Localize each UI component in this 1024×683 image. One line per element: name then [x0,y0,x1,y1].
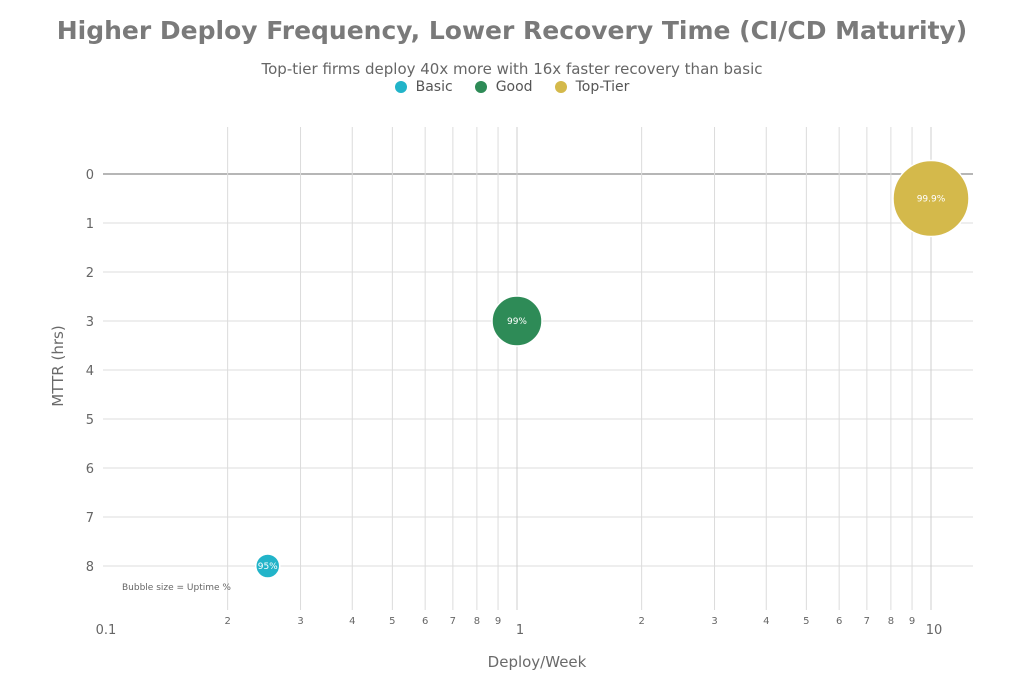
x-minor-tick-label: 6 [836,616,842,627]
bubble-size-note: Bubble size = Uptime % [122,583,231,593]
legend-label-top-tier: Top-Tier [575,79,630,95]
y-tick-label: 7 [86,511,94,526]
y-tick-label: 5 [86,413,94,428]
legend-label-good: Good [495,79,533,95]
y-tick-label: 0 [86,168,94,183]
y-tick-label: 2 [86,266,94,281]
bubble-label: 95% [258,562,278,572]
legend-item-good[interactable]: Good [474,79,533,95]
y-tick-label: 6 [86,462,94,477]
x-minor-tick-label: 3 [711,616,717,627]
bubble-good [491,295,543,347]
axis-ticks: 0 1 2 3 4 5 6 7 8 2 3 4 5 6 7 8 9 2 3 4 5 6 7 8 9 0.1 1 10 [86,168,943,638]
bubbles: 95% 99% 99.9% [254,159,970,579]
legend-item-top-tier[interactable]: Top-Tier [554,79,630,95]
bubble-label: 99% [507,317,527,327]
x-minor-tick-label: 4 [763,616,769,627]
x-minor-tick-label: 7 [864,616,870,627]
legend-swatch-basic [394,81,407,93]
x-major-tick-label: 1 [516,623,524,638]
legend: Basic Good Top-Tier [0,79,1024,95]
bubble-top-tier [892,159,970,238]
bubble-basic [254,553,281,579]
legend-item-basic[interactable]: Basic [394,79,453,95]
x-major-tick-label: 0.1 [96,623,117,638]
x-minor-tick-label: 6 [422,616,428,627]
x-minor-tick-label: 3 [297,616,303,627]
bubble-label: 99.9% [917,195,946,205]
x-minor-tick-label: 5 [803,616,809,627]
x-minor-tick-label: 9 [909,616,915,627]
y-tick-label: 3 [86,315,94,330]
x-minor-tick-label: 8 [474,616,480,627]
x-minor-tick-label: 4 [349,616,355,627]
x-minor-tick-label: 7 [450,616,456,627]
x-minor-tick-label: 5 [389,616,395,627]
chart-subtitle: Top-tier firms deploy 40x more with 16x … [261,60,763,78]
chart-title: Higher Deploy Frequency, Lower Recovery … [56,16,968,45]
y-tick-label: 1 [86,217,94,232]
x-minor-tick-label: 9 [495,616,501,627]
x-minor-tick-label: 2 [224,616,230,627]
legend-label-basic: Basic [415,79,453,95]
y-tick-label: 8 [86,560,94,575]
x-minor-tick-label: 2 [638,616,644,627]
legend-swatch-good [474,81,487,93]
x-major-tick-label: 10 [926,623,943,638]
x-minor-tick-label: 8 [888,616,894,627]
y-tick-label: 4 [86,364,94,379]
y-axis-label: MTTR (hrs) [49,325,67,407]
legend-swatch-top-tier [554,81,567,93]
grid [103,127,973,610]
x-axis-label: Deploy/Week [487,653,587,671]
